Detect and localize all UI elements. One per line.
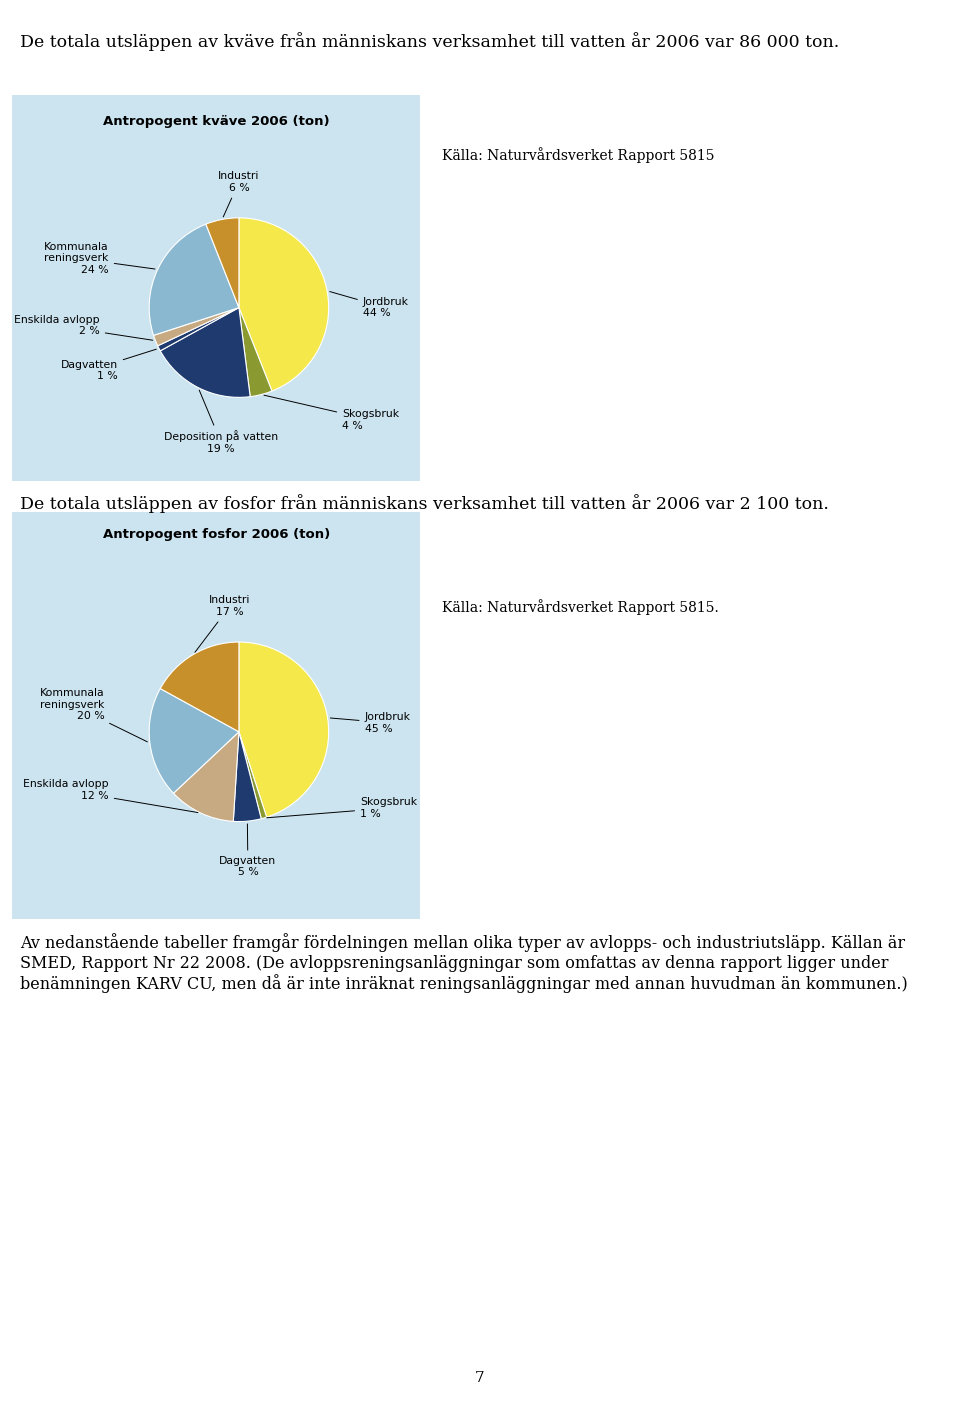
Text: Deposition på vatten
19 %: Deposition på vatten 19 %: [164, 390, 278, 455]
Text: Antropogent kväve 2006 (ton): Antropogent kväve 2006 (ton): [103, 115, 330, 128]
Wedge shape: [157, 307, 239, 351]
Text: Industri
6 %: Industri 6 %: [218, 171, 259, 217]
Wedge shape: [205, 217, 239, 307]
Text: 7: 7: [475, 1371, 485, 1385]
Text: Jordbruk
45 %: Jordbruk 45 %: [330, 713, 411, 734]
Wedge shape: [174, 732, 239, 821]
Text: Jordbruk
44 %: Jordbruk 44 %: [329, 292, 409, 318]
Text: Dagvatten
1 %: Dagvatten 1 %: [60, 349, 156, 382]
Text: Källa: Naturvårdsverket Rapport 5815: Källa: Naturvårdsverket Rapport 5815: [442, 147, 714, 163]
Text: Av nedanstående tabeller framgår fördelningen mellan olika typer av avlopps- och: Av nedanstående tabeller framgår fördeln…: [20, 933, 908, 993]
Text: Skogsbruk
4 %: Skogsbruk 4 %: [264, 396, 399, 431]
Text: De totala utsläppen av fosfor från människans verksamhet till vatten år 2006 var: De totala utsläppen av fosfor från männi…: [20, 494, 829, 512]
Wedge shape: [239, 217, 328, 391]
Wedge shape: [149, 689, 239, 793]
Text: Skogsbruk
1 %: Skogsbruk 1 %: [267, 797, 418, 819]
Text: De totala utsläppen av kväve från människans verksamhet till vatten år 2006 var : De totala utsläppen av kväve från männis…: [20, 32, 839, 51]
Text: Källa: Naturvårdsverket Rapport 5815.: Källa: Naturvårdsverket Rapport 5815.: [442, 599, 718, 615]
Wedge shape: [239, 307, 272, 397]
Wedge shape: [239, 732, 267, 819]
Text: Dagvatten
5 %: Dagvatten 5 %: [219, 824, 276, 877]
Text: Enskilda avlopp
2 %: Enskilda avlopp 2 %: [14, 314, 153, 341]
Wedge shape: [239, 643, 328, 817]
Text: Kommunala
reningsverk
24 %: Kommunala reningsverk 24 %: [44, 241, 155, 275]
Text: Antropogent fosfor 2006 (ton): Antropogent fosfor 2006 (ton): [103, 529, 330, 542]
Wedge shape: [160, 643, 239, 732]
Text: Industri
17 %: Industri 17 %: [195, 595, 251, 652]
Text: Enskilda avlopp
12 %: Enskilda avlopp 12 %: [23, 779, 198, 812]
Wedge shape: [233, 732, 261, 822]
Wedge shape: [154, 307, 239, 345]
Text: Kommunala
reningsverk
20 %: Kommunala reningsverk 20 %: [39, 689, 148, 742]
Wedge shape: [160, 307, 251, 397]
Wedge shape: [149, 224, 239, 335]
